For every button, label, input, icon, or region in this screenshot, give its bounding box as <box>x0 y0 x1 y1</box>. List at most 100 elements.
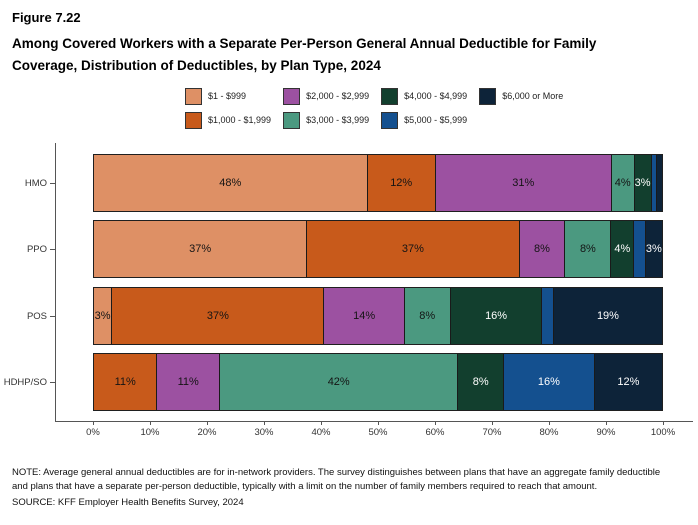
bar-segment: 12% <box>366 155 435 211</box>
x-axis-tick <box>207 421 208 425</box>
bar-segment: 16% <box>502 354 594 410</box>
bar-segment: 42% <box>218 354 458 410</box>
x-axis-tick-label: 30% <box>254 427 274 438</box>
segment-value-label: 12% <box>617 376 640 388</box>
legend-item: $1,000 - $1,999 <box>185 111 272 129</box>
category-tick <box>50 316 55 317</box>
bar-row-hdhp-so: 11% 11% 42% 8% 16% 12% <box>93 353 663 411</box>
legend-item: $3,000 - $3,999 <box>283 111 370 129</box>
legend-swatch <box>185 87 202 105</box>
segment-value-label: 8% <box>579 243 596 255</box>
bar-row-ppo: 37% 37% 8% 8% 4% 3% <box>93 220 663 278</box>
x-axis-tick <box>264 421 265 425</box>
x-axis-tick-label: 50% <box>368 427 388 438</box>
note-text: NOTE: Average general annual deductibles… <box>12 467 661 492</box>
legend: $1 - $999 $1,000 - $1,999 $2,000 - $2,999 $… <box>185 84 565 132</box>
bar-segment: 4% <box>610 155 634 211</box>
category-label: HMO <box>24 177 47 189</box>
bar-segment: 4% <box>610 221 634 277</box>
segment-value-label: 14% <box>353 310 376 322</box>
bar-segment: 3% <box>633 155 651 211</box>
category-label: PPO <box>26 243 47 255</box>
category-tick <box>50 249 55 250</box>
segment-value-label: 48% <box>219 177 242 189</box>
y-axis-line <box>55 143 56 421</box>
segment-value-label: 3% <box>645 243 662 255</box>
legend-label: $3,000 - $3,999 <box>306 115 370 125</box>
x-axis-tick <box>435 421 436 425</box>
bar-segment: 37% <box>94 221 307 277</box>
source-text: SOURCE: KFF Employer Health Benefits Sur… <box>12 497 244 508</box>
legend-swatch <box>283 111 301 129</box>
segment-value-label: 12% <box>390 177 413 189</box>
bar-segment <box>541 288 553 344</box>
segment-value-label: 8% <box>419 310 436 322</box>
x-axis-tick <box>492 421 493 425</box>
segment-value-label: 31% <box>512 177 535 189</box>
bar-segment: 8% <box>457 354 503 410</box>
bar-segment: 37% <box>111 288 324 344</box>
category-label: POS <box>26 310 47 322</box>
bar-segment <box>650 155 657 211</box>
bar-segment: 8% <box>564 221 611 277</box>
bar-segment: 16% <box>449 288 542 344</box>
legend-item: $5,000 - $5,999 <box>381 111 468 129</box>
bar-row-hmo: 48% 12% 31% 4% 3% <box>93 154 663 212</box>
segment-value-label: 16% <box>485 310 508 322</box>
legend-swatch <box>283 87 301 105</box>
segment-value-label: 4% <box>614 243 631 255</box>
x-axis-tick <box>93 421 94 425</box>
segment-value-label: 37% <box>189 243 212 255</box>
x-axis-tick <box>321 421 322 425</box>
x-axis-tick-label: 10% <box>140 427 160 438</box>
bar-segment: 3% <box>644 221 662 277</box>
bar-segment: 11% <box>94 354 157 410</box>
category-tick <box>50 382 55 383</box>
x-axis-tick <box>150 421 151 425</box>
segment-value-label: 16% <box>537 376 560 388</box>
bar-segment: 48% <box>94 155 367 211</box>
x-axis-tick-label: 80% <box>539 427 559 438</box>
x-axis-tick <box>606 421 607 425</box>
legend-label: $4,000 - $4,999 <box>404 91 468 101</box>
x-axis-tick-label: 90% <box>596 427 616 438</box>
segment-value-label: 19% <box>596 310 619 322</box>
legend-item: $4,000 - $4,999 <box>381 87 468 105</box>
x-axis-tick <box>378 421 379 425</box>
segment-value-label: 42% <box>327 376 350 388</box>
category-label: HDHP/SO <box>3 376 47 388</box>
bar-segment: 14% <box>323 288 404 344</box>
bar-segment: 19% <box>552 288 662 344</box>
x-axis-tick-label: 0% <box>86 427 100 438</box>
legend-label: $2,000 - $2,999 <box>306 91 370 101</box>
footnote-block: NOTE: Average general annual deductibles… <box>12 466 676 510</box>
x-axis-line <box>55 421 693 422</box>
legend-label: $1,000 - $1,999 <box>208 115 272 125</box>
legend-label: $5,000 - $5,999 <box>404 115 468 125</box>
x-axis-tick-label: 100% <box>650 427 676 438</box>
bar-segment: 37% <box>306 221 519 277</box>
bar-segment: 8% <box>518 221 565 277</box>
legend-swatch <box>479 87 497 105</box>
segment-value-label: 11% <box>114 376 136 388</box>
legend-item: $6,000 or More <box>479 87 565 105</box>
legend-swatch <box>381 111 399 129</box>
bar-segment: 11% <box>156 354 219 410</box>
x-axis-tick-label: 70% <box>482 427 502 438</box>
bar-row-pos: 3% 37% 14% 8% 16% 19% <box>93 287 663 345</box>
segment-value-label: 11% <box>177 376 199 388</box>
category-tick <box>50 183 55 184</box>
segment-value-label: 4% <box>614 177 631 189</box>
legend-label: $1 - $999 <box>208 91 247 101</box>
segment-value-label: 3% <box>634 177 651 189</box>
legend-label: $6,000 or More <box>502 91 564 101</box>
legend-item: $1 - $999 <box>185 87 271 105</box>
segment-value-label: 8% <box>534 243 550 255</box>
figure-number: Figure 7.22 <box>12 10 81 25</box>
bar-segment: 31% <box>434 155 611 211</box>
segment-value-label: 3% <box>94 310 111 322</box>
bar-segment: 3% <box>94 288 112 344</box>
bar-segment <box>633 221 645 277</box>
bar-segment: 12% <box>593 354 662 410</box>
segment-value-label: 37% <box>401 243 424 255</box>
